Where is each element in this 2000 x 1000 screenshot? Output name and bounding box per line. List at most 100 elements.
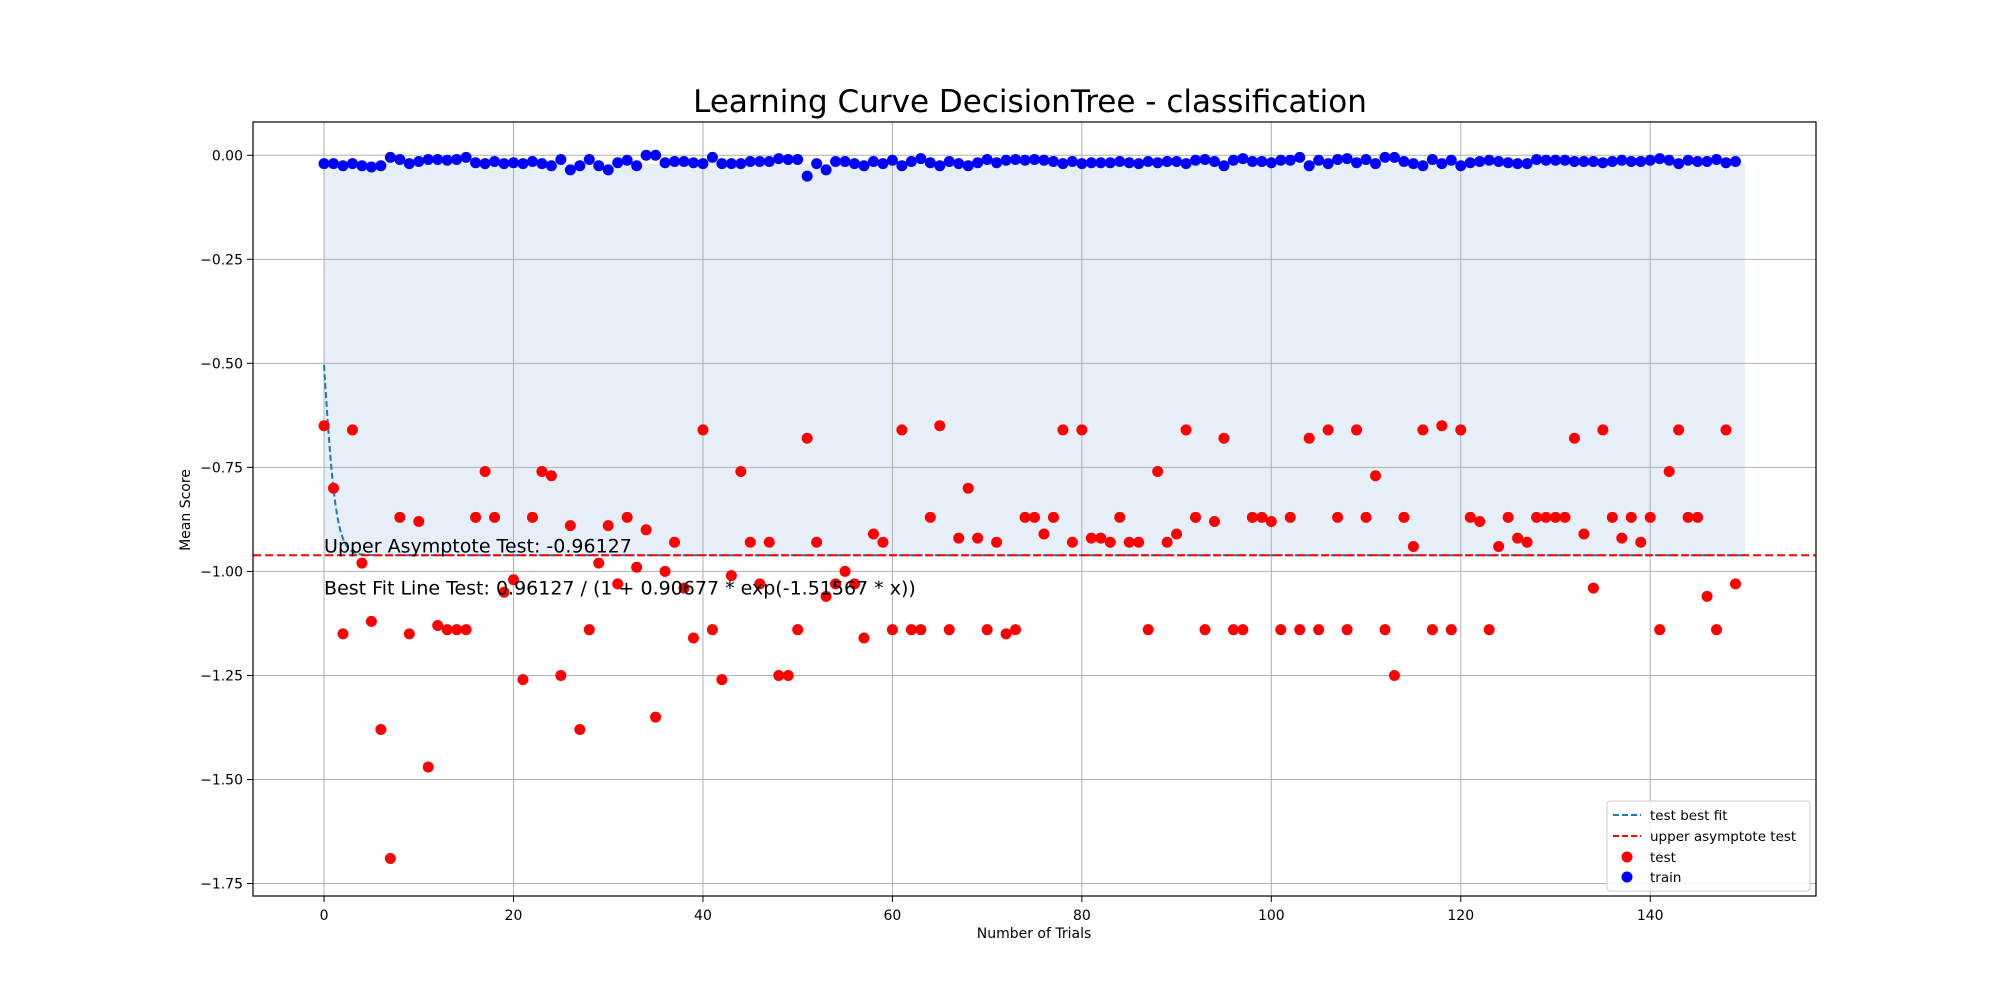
train-point xyxy=(508,157,519,169)
train-point xyxy=(773,153,785,165)
train-point xyxy=(631,160,643,172)
train-point xyxy=(1426,153,1438,165)
test-point xyxy=(1000,628,1012,640)
test-point xyxy=(1682,511,1694,523)
test-point xyxy=(1578,528,1590,540)
test-point xyxy=(1625,511,1637,523)
train-point xyxy=(1237,153,1249,165)
train-point xyxy=(1085,157,1097,169)
train-point xyxy=(1142,156,1154,168)
train-point xyxy=(697,158,709,170)
test-point xyxy=(1531,511,1543,523)
train-point xyxy=(735,158,747,170)
legend: test best fit upper asymptote test test … xyxy=(1606,800,1811,892)
train-point xyxy=(1673,158,1685,170)
train-point xyxy=(1502,157,1514,169)
test-point xyxy=(1398,511,1410,523)
train-point xyxy=(1635,156,1647,168)
test-point xyxy=(1208,515,1220,527)
x-tick-label: 100 xyxy=(1258,908,1285,924)
test-point xyxy=(479,466,491,478)
y-tick-label: −1.25 xyxy=(200,668,243,684)
train-point xyxy=(365,161,377,173)
test-point xyxy=(725,570,737,582)
test-point xyxy=(1701,590,1713,602)
test-point xyxy=(915,624,927,636)
test-point xyxy=(1654,624,1666,636)
test-point xyxy=(867,528,879,540)
test-point xyxy=(1322,424,1334,436)
test-point xyxy=(1417,424,1429,436)
test-point xyxy=(337,628,349,640)
test-point xyxy=(1095,532,1107,544)
test-point xyxy=(763,536,775,548)
train-point xyxy=(905,156,917,168)
test-point xyxy=(1464,511,1476,523)
test-point xyxy=(1729,578,1741,590)
test-point xyxy=(1568,432,1580,444)
test-point xyxy=(1388,669,1400,681)
test-point xyxy=(498,586,510,598)
train-point xyxy=(886,154,898,166)
test-point xyxy=(460,624,472,636)
y-tick-label: −0.50 xyxy=(200,356,243,372)
train-point xyxy=(754,156,766,168)
tick-layer: 0 20 40 60 80 100 120 140 0.00 −0.25 −0.50 −0.75 −1.… xyxy=(200,148,1664,924)
test-point xyxy=(650,711,662,723)
train-point xyxy=(1351,157,1363,169)
test-point xyxy=(318,420,330,432)
test-point xyxy=(375,724,387,736)
test-point xyxy=(773,669,785,681)
test-point xyxy=(403,628,415,640)
legend-label-test: test xyxy=(1650,850,1676,866)
test-point xyxy=(839,565,851,577)
test-point xyxy=(365,615,377,627)
train-point xyxy=(1701,156,1713,168)
train-point xyxy=(422,153,434,165)
train-point xyxy=(460,151,472,163)
train-point xyxy=(470,157,482,169)
train-point xyxy=(1303,160,1315,172)
train-point xyxy=(830,156,842,168)
test-point xyxy=(1199,624,1211,636)
test-point xyxy=(1379,624,1391,636)
train-point xyxy=(1076,158,1088,170)
y-tick-label: −1.75 xyxy=(200,877,243,893)
train-point xyxy=(1218,160,1230,172)
annotation-upper-asymptote: Upper Asymptote Test: -0.96127 xyxy=(324,536,632,558)
test-point xyxy=(1019,511,1031,523)
test-point xyxy=(1644,511,1656,523)
train-point xyxy=(328,158,340,170)
x-tick-label: 140 xyxy=(1637,908,1664,924)
test-point xyxy=(896,424,908,436)
train-point xyxy=(564,164,576,176)
test-point xyxy=(432,620,444,632)
test-point xyxy=(1587,582,1599,594)
train-point xyxy=(744,156,756,168)
test-point xyxy=(1351,424,1363,436)
train-point xyxy=(725,158,737,170)
train-point xyxy=(1256,156,1268,168)
train-point xyxy=(1275,154,1287,166)
test-point xyxy=(991,536,1003,548)
test-point xyxy=(886,624,898,636)
test-point xyxy=(1711,624,1723,636)
train-point xyxy=(1000,154,1012,166)
train-point xyxy=(526,156,538,168)
test-point xyxy=(1142,624,1154,636)
test-point xyxy=(981,624,993,636)
train-point xyxy=(867,156,879,168)
series-layer xyxy=(253,149,1816,865)
train-point xyxy=(1152,157,1164,169)
test-point xyxy=(356,557,368,569)
train-point xyxy=(1133,158,1145,170)
test-point xyxy=(1597,424,1609,436)
train-point xyxy=(384,151,396,163)
legend-label-test-best-fit: test best fit xyxy=(1650,808,1728,824)
train-point xyxy=(1455,160,1467,172)
y-tick-label: −0.75 xyxy=(200,460,243,476)
train-point xyxy=(1540,154,1552,166)
test-point xyxy=(697,424,709,436)
test-point xyxy=(877,536,889,548)
